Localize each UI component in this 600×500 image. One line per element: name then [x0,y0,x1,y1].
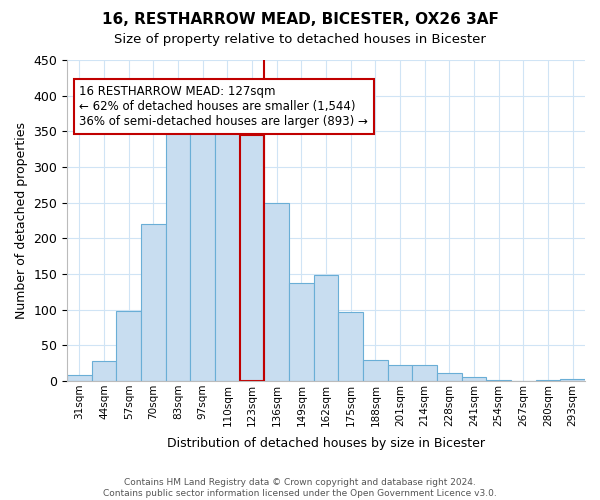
Bar [67,376,92,381]
Bar [560,379,585,381]
Bar [388,366,412,381]
Bar [265,202,289,381]
Y-axis label: Number of detached properties: Number of detached properties [15,122,28,319]
Bar [487,380,511,381]
Bar [240,135,265,381]
Bar [338,312,363,381]
Bar [363,360,388,381]
Bar [215,126,240,381]
Bar [141,224,166,381]
Bar [462,378,487,381]
Text: 16 RESTHARROW MEAD: 127sqm
← 62% of detached houses are smaller (1,544)
36% of s: 16 RESTHARROW MEAD: 127sqm ← 62% of deta… [79,85,368,128]
X-axis label: Distribution of detached houses by size in Bicester: Distribution of detached houses by size … [167,437,485,450]
Bar [437,373,462,381]
Bar [412,366,437,381]
Bar [190,120,215,381]
Bar [289,282,314,381]
Bar [166,124,190,381]
Bar [536,380,560,381]
Bar [92,361,116,381]
Bar [314,276,338,381]
Text: Size of property relative to detached houses in Bicester: Size of property relative to detached ho… [114,32,486,46]
Text: Contains HM Land Registry data © Crown copyright and database right 2024.
Contai: Contains HM Land Registry data © Crown c… [103,478,497,498]
Bar [116,311,141,381]
Text: 16, RESTHARROW MEAD, BICESTER, OX26 3AF: 16, RESTHARROW MEAD, BICESTER, OX26 3AF [101,12,499,28]
